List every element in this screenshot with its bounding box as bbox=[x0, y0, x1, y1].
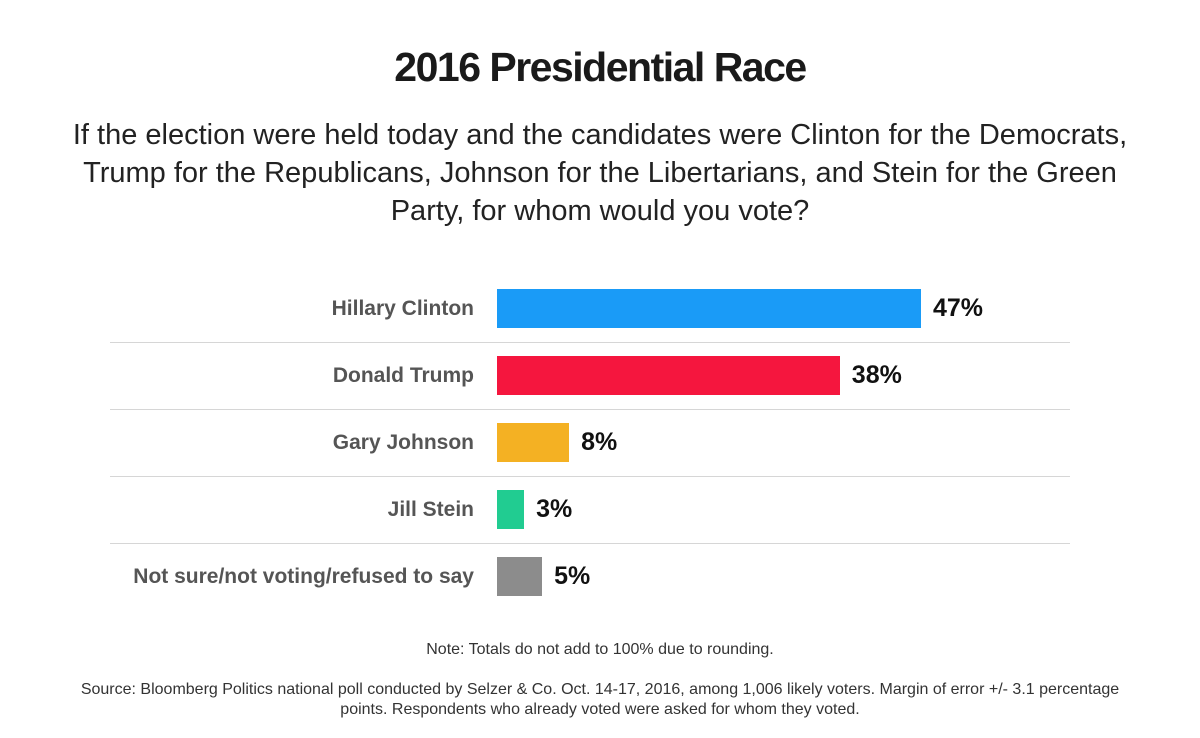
bar-label: Donald Trump bbox=[332, 364, 474, 387]
bar-label: Jill Stein bbox=[387, 498, 474, 521]
bar bbox=[497, 490, 525, 529]
row-divider bbox=[110, 342, 1070, 343]
bar bbox=[497, 423, 570, 462]
bar-row: Not sure/not voting/refused to say 5% bbox=[110, 543, 1070, 610]
bar-value-label: 47% bbox=[933, 294, 984, 322]
bar bbox=[497, 356, 840, 395]
chart-subtitle: If the election were held today and the … bbox=[72, 119, 1128, 227]
bar-row: Hillary Clinton 47% bbox=[110, 275, 1070, 342]
row-divider bbox=[110, 409, 1070, 410]
bar-value-label: 3% bbox=[536, 495, 573, 523]
chart-source: Source: Bloomberg Politics national poll… bbox=[80, 681, 1120, 718]
bar-label: Hillary Clinton bbox=[331, 297, 474, 320]
bar-label: Not sure/not voting/refused to say bbox=[133, 565, 474, 588]
bar bbox=[497, 289, 921, 328]
bar-row: Gary Johnson 8% bbox=[110, 409, 1070, 476]
bar-label: Gary Johnson bbox=[332, 431, 474, 454]
bar-value-label: 5% bbox=[554, 562, 591, 590]
chart-note: Note: Totals do not add to 100% due to r… bbox=[426, 641, 774, 658]
row-divider bbox=[110, 543, 1070, 544]
chart-title: 2016 Presidential Race bbox=[394, 44, 807, 90]
bar bbox=[497, 557, 543, 596]
row-divider bbox=[110, 476, 1070, 477]
bar-chart: Hillary Clinton 47% Donald Trump 38% Gary Jo… bbox=[0, 275, 1200, 615]
bar-value-label: 8% bbox=[581, 428, 618, 456]
bar-value-label: 38% bbox=[851, 361, 902, 389]
bar-row: Jill Stein 3% bbox=[110, 476, 1070, 543]
bar-row: Donald Trump 38% bbox=[110, 342, 1070, 409]
